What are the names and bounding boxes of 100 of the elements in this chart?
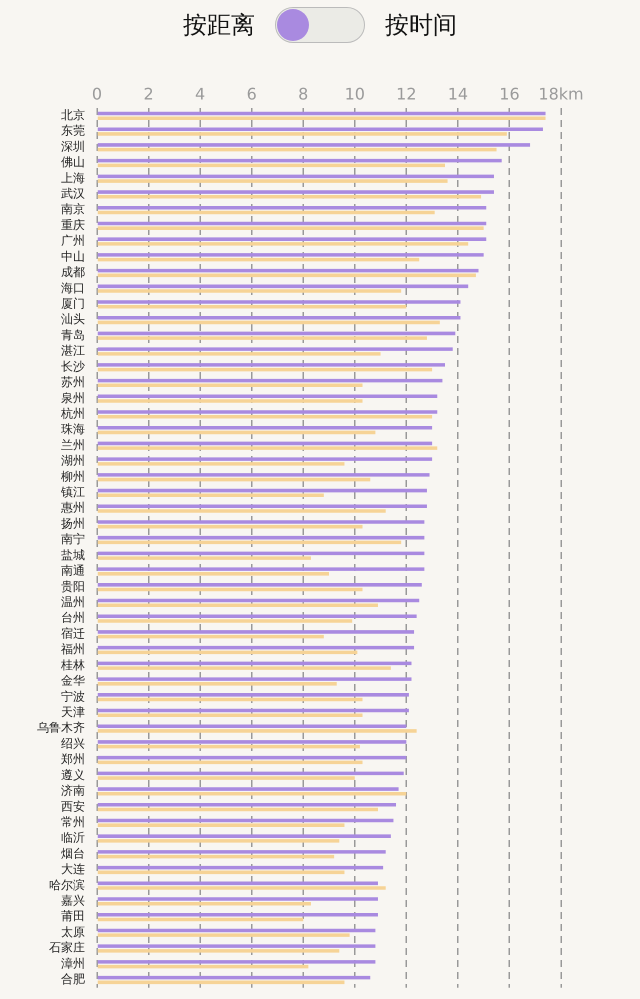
bar <box>98 693 409 697</box>
bar <box>98 677 412 681</box>
bar <box>98 650 358 654</box>
bar <box>98 772 404 776</box>
x-tick-label: 8 <box>298 84 308 104</box>
bar <box>98 258 420 262</box>
y-tick-label: 哈尔滨 <box>49 878 85 892</box>
bar <box>98 912 378 917</box>
y-tick-label: 海口 <box>61 280 85 295</box>
bar <box>98 803 396 807</box>
y-tick-label: 南京 <box>61 202 85 216</box>
bar <box>98 284 468 288</box>
bar <box>98 572 329 576</box>
bar <box>98 614 417 618</box>
bar <box>98 536 424 540</box>
y-tick-label: 遵义 <box>61 768 85 782</box>
bar <box>98 918 304 922</box>
y-tick-label: 佛山 <box>61 155 85 170</box>
y-tick-label: 青岛 <box>61 328 85 342</box>
y-tick-label: 珠海 <box>61 422 85 436</box>
bar <box>98 320 440 324</box>
y-tick-label: 湛江 <box>61 344 85 358</box>
bar <box>98 823 344 827</box>
bar <box>98 866 384 870</box>
bar <box>98 347 453 351</box>
bar <box>98 583 422 587</box>
bar <box>98 195 482 199</box>
bar <box>98 426 432 430</box>
y-tick-label: 杭州 <box>60 406 85 420</box>
bar <box>98 839 340 843</box>
bar <box>98 132 507 136</box>
bar <box>98 368 432 372</box>
y-tick-label: 嘉兴 <box>61 894 85 908</box>
y-tick-label: 镇江 <box>60 485 85 500</box>
y-tick-label: 常州 <box>61 814 85 829</box>
bar <box>98 933 350 937</box>
bar <box>98 960 376 964</box>
bar <box>98 567 424 571</box>
y-tick-label: 苏州 <box>61 375 85 390</box>
bar <box>98 818 394 822</box>
y-tick-label: 南宁 <box>61 532 85 546</box>
bar <box>98 744 360 748</box>
bar <box>98 540 402 544</box>
bar <box>98 289 402 293</box>
y-tick-label: 汕头 <box>61 312 85 326</box>
bar <box>98 116 546 120</box>
y-tick-label: 武汉 <box>61 186 85 201</box>
y-tick-label: 宿迁 <box>61 626 85 640</box>
bar <box>98 332 456 336</box>
bar <box>98 708 409 712</box>
bar <box>98 619 352 623</box>
bar <box>98 300 460 304</box>
bar <box>98 556 311 560</box>
bar <box>98 630 414 634</box>
bar <box>98 237 486 241</box>
y-tick-label: 温州 <box>61 595 85 610</box>
y-tick-label: 漳州 <box>61 956 85 970</box>
y-tick-label: 厦门 <box>61 296 85 311</box>
bar <box>98 724 406 728</box>
x-tick-label: 2 <box>143 84 154 104</box>
bar <box>98 928 376 932</box>
bar <box>98 190 494 194</box>
y-tick-label: 兰州 <box>61 438 85 452</box>
y-tick-label: 临沂 <box>61 830 85 845</box>
x-tick-label: 0 <box>92 84 102 104</box>
bar <box>98 740 406 744</box>
y-tick-label: 乌鲁木齐 <box>37 720 85 735</box>
bar <box>98 776 355 780</box>
bar <box>98 384 363 388</box>
y-tick-label: 石家庄 <box>49 940 85 955</box>
bar <box>98 414 432 418</box>
bar <box>98 179 448 183</box>
bar <box>98 603 378 608</box>
x-tick-label: 18km <box>538 84 584 104</box>
y-tick-label: 惠州 <box>60 500 85 515</box>
bar <box>98 462 344 466</box>
bar <box>98 792 406 796</box>
bar <box>98 854 334 858</box>
y-tick-label: 泉州 <box>61 390 85 405</box>
y-tick-label: 南通 <box>61 564 85 578</box>
bar <box>98 242 468 246</box>
y-tick-label: 济南 <box>61 784 85 798</box>
y-tick-label: 合肥 <box>61 972 85 986</box>
bar <box>98 378 442 382</box>
bar <box>98 478 370 482</box>
bar <box>98 394 438 398</box>
y-tick-label: 中山 <box>61 249 85 264</box>
y-tick-label: 宁波 <box>61 689 85 704</box>
y-tick-label: 深圳 <box>61 139 85 154</box>
y-tick-label: 太原 <box>61 924 85 939</box>
y-tick-label: 上海 <box>61 170 85 185</box>
bar <box>98 756 406 760</box>
bar <box>98 473 430 477</box>
x-tick-label: 12 <box>396 84 417 104</box>
bar <box>98 976 370 980</box>
y-tick-label: 长沙 <box>61 359 85 374</box>
y-tick-label: 柳州 <box>61 469 85 484</box>
bar <box>98 598 420 602</box>
y-tick-label: 绍兴 <box>61 736 85 750</box>
bar <box>98 316 460 320</box>
